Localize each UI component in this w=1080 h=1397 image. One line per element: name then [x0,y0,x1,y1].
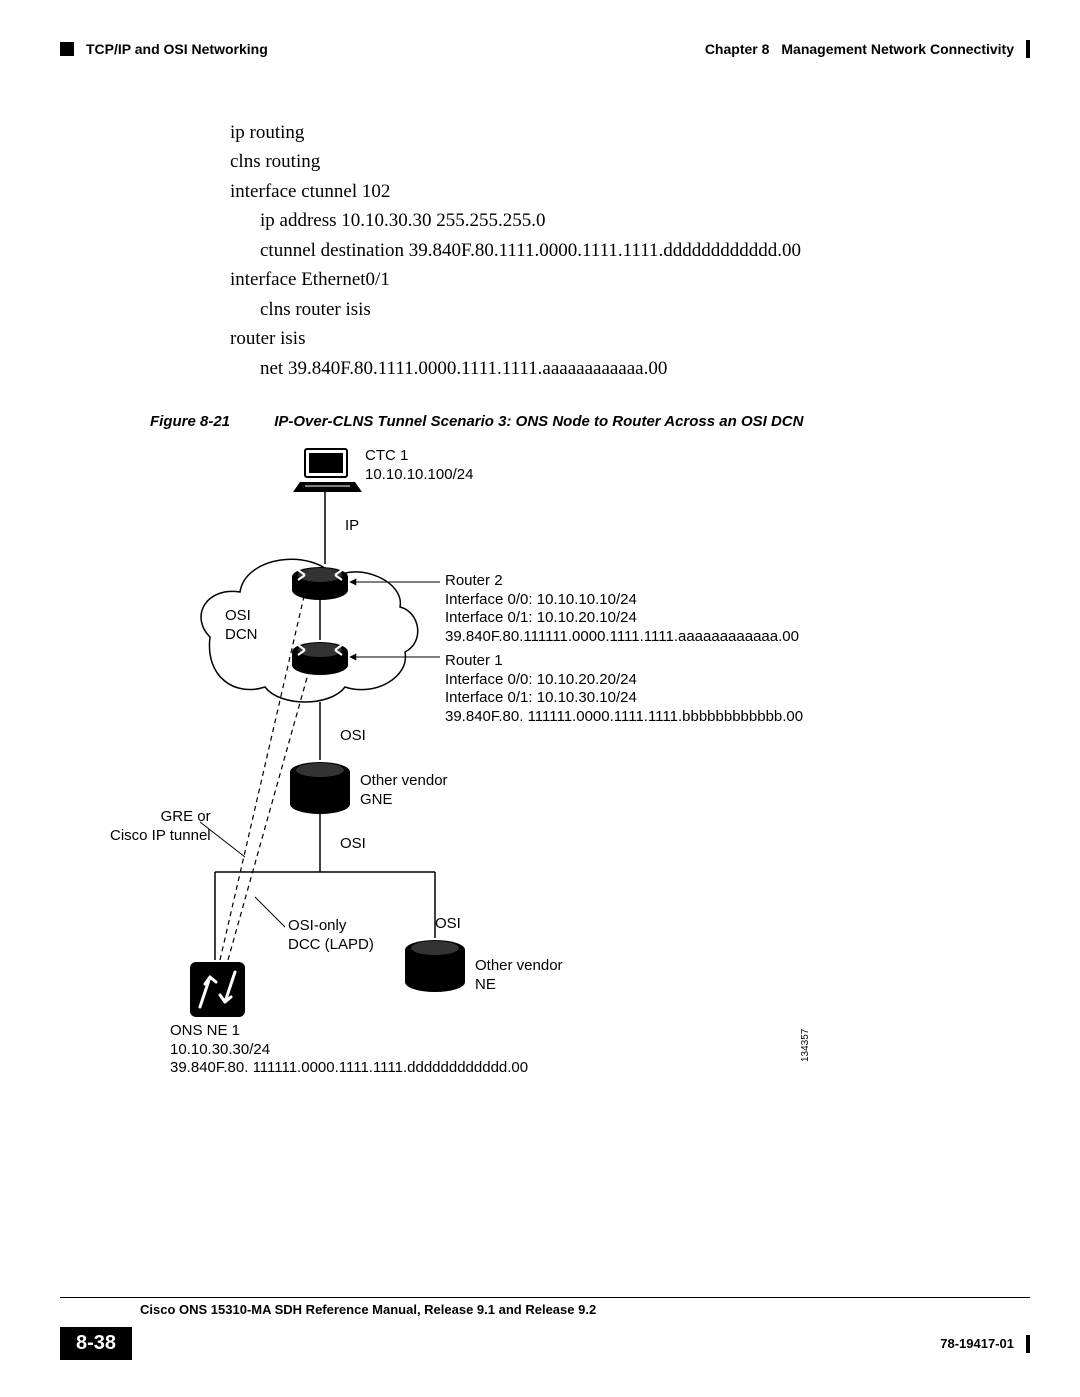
config-block: ip routing clns routing interface ctunne… [230,118,1030,383]
header-bar-icon [1026,40,1030,58]
config-line: interface ctunnel 102 [230,177,1030,206]
header-right: Chapter 8 Management Network Connectivit… [705,40,1030,58]
network-diagram: CTC 1 10.10.10.100/24 IP OSI DCN Router … [150,442,850,1082]
config-line: router isis [230,324,1030,353]
cylinder-icon [290,762,350,814]
gre-label: GRE or Cisco IP tunnel [110,808,211,846]
page-number-badge: 8-38 [60,1327,132,1360]
ip-label: IP [345,517,359,536]
page-header: TCP/IP and OSI Networking Chapter 8 Mana… [60,40,1030,58]
config-line: clns routing [230,147,1030,176]
figure-number: Figure 8-21 [150,413,230,430]
osi-only-label: OSI-only DCC (LAPD) [288,917,374,955]
osi3-label: OSI [435,915,461,934]
figure-caption: Figure 8-21 IP-Over-CLNS Tunnel Scenario… [150,413,1030,430]
header-chapter: Chapter 8 [705,41,770,57]
figure-title: IP-Over-CLNS Tunnel Scenario 3: ONS Node… [274,413,803,430]
header-left: TCP/IP and OSI Networking [60,41,268,57]
config-line: clns router isis [230,295,1030,324]
osi-dcn-label: OSI DCN [225,607,258,645]
footer-docnum: 78-19417-01 [940,1336,1014,1351]
footer-bar-icon [1026,1335,1030,1353]
config-line: ip routing [230,118,1030,147]
workstation-icon [293,449,362,492]
other-gne-label: Other vendor GNE [360,772,448,810]
config-line: interface Ethernet0/1 [230,265,1030,294]
osi2-label: OSI [340,835,366,854]
header-title: Management Network Connectivity [781,41,1014,57]
header-square-icon [60,42,74,56]
config-line: net 39.840F.80.1111.0000.1111.1111.aaaaa… [230,354,1030,383]
ons-label: ONS NE 1 10.10.30.30/24 39.840F.80. 1111… [170,1022,528,1078]
config-line: ip address 10.10.30.30 255.255.255.0 [230,206,1030,235]
router2-label: Router 2 Interface 0/0: 10.10.10.10/24 I… [445,572,799,647]
header-left-section: TCP/IP and OSI Networking [86,41,268,57]
router-icon [292,567,348,600]
figure-id: 134357 [800,1029,811,1062]
ons-node-icon [190,962,245,1017]
footer-rule [60,1297,1030,1298]
page: TCP/IP and OSI Networking Chapter 8 Mana… [0,0,1080,1397]
osi1-label: OSI [340,727,366,746]
router-icon [292,642,348,675]
ctc-label: CTC 1 10.10.10.100/24 [365,447,473,485]
page-footer: Cisco ONS 15310-MA SDH Reference Manual,… [60,1297,1030,1357]
router1-label: Router 1 Interface 0/0: 10.10.20.20/24 I… [445,652,803,727]
config-line: ctunnel destination 39.840F.80.1111.0000… [230,236,1030,265]
other-ne-label: Other vendor NE [475,957,563,995]
footer-manual: Cisco ONS 15310-MA SDH Reference Manual,… [140,1302,1030,1317]
cylinder-icon [405,940,465,992]
